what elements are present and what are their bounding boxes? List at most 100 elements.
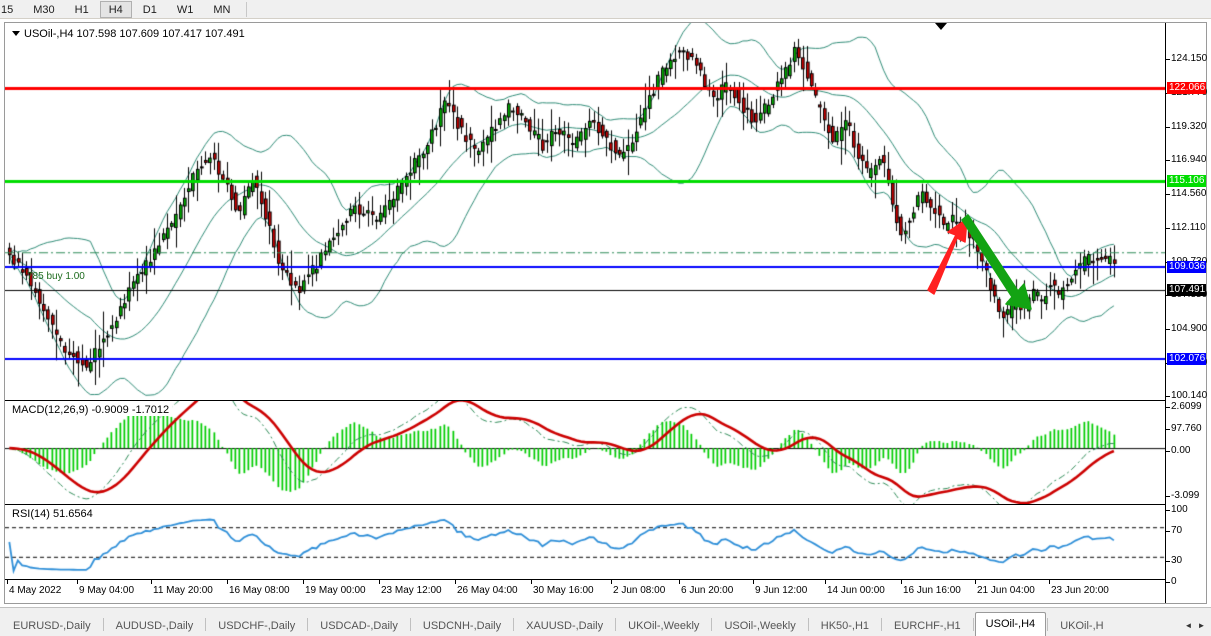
tab-scroll-controls: ◄ ► (1182, 618, 1211, 636)
chart-shift-marker-icon[interactable] (935, 23, 947, 30)
support-price-tag[interactable]: 115.106 (1167, 175, 1206, 187)
scale-tick (1166, 496, 1170, 497)
price-scale-label: 124.150 (1171, 53, 1208, 64)
level-upper-price-tag[interactable]: 109.036 (1167, 261, 1206, 273)
time-axis-tick (227, 580, 228, 584)
timeframe-button-w1[interactable]: W1 (176, 3, 194, 16)
current-price-tag[interactable]: 107.491 (1167, 284, 1206, 296)
level-lower-price-tag[interactable]: 102.076 (1167, 353, 1206, 365)
scale-tick (1166, 160, 1170, 161)
scale-tick (1166, 407, 1170, 408)
price-scale-label: 104.900 (1171, 323, 1208, 334)
time-axis-label: 21 Jun 04:00 (977, 585, 1035, 596)
scale-tick (1166, 194, 1170, 195)
tab-divider (1047, 617, 1049, 631)
chart-tab-list: EURUSD-,Daily AUDUSD-,Daily USDCHF-,Daily U… (0, 612, 1182, 636)
chart-tab-eurchf-h1[interactable]: EURCHF-,H1 (894, 620, 961, 632)
rsi-pane[interactable]: RSI(14) 51.6564 (5, 505, 1206, 580)
time-axis-label: 19 May 00:00 (305, 585, 366, 596)
chart-tab-bar: EURUSD-,Daily AUDUSD-,Daily USDCHF-,Daily U… (0, 607, 1211, 636)
chevron-down-icon[interactable] (12, 31, 20, 36)
chart-tab-hk50-h1[interactable]: HK50-,H1 (820, 620, 870, 632)
timeframe-button-15[interactable]: 15 (1, 3, 14, 16)
price-scale-label: 114.560 (1171, 188, 1207, 199)
timeframe-button-mn[interactable]: MN (213, 3, 231, 16)
chart-frame[interactable]: 785 buy 1.00 USOil-,H4 107.598 107.609 1… (4, 22, 1207, 604)
tab-divider (513, 617, 515, 631)
symbol-ohlc-text: USOil-,H4 107.598 107.609 107.417 107.49… (24, 28, 245, 40)
rsi-scale-label: 70 (1171, 525, 1183, 536)
resistance-price-tag[interactable]: 122.066 (1167, 82, 1206, 94)
time-axis-label: 4 May 2022 (9, 585, 62, 596)
macd-indicator-label: MACD(12,26,9) -0.9009 -1.7012 (12, 404, 173, 416)
time-axis-tick (531, 580, 532, 584)
timeframe-button-h1[interactable]: H1 (74, 3, 89, 16)
chart-tab-ukoil-h[interactable]: UKOil-,H (1060, 620, 1104, 632)
symbol-ohlc-label: USOil-,H4 107.598 107.609 107.417 107.49… (12, 28, 245, 40)
tab-divider (711, 617, 713, 631)
macd-scale-label: 2.6099 (1171, 401, 1202, 412)
rsi-scale-label: 0 (1171, 576, 1177, 587)
rsi-indicator-label: RSI(14) 51.6564 (12, 508, 96, 520)
timeframe-button-h4[interactable]: H4 (99, 0, 132, 18)
tab-scroll-right-icon[interactable]: ► (1197, 621, 1206, 630)
chart-tab-audusd-daily[interactable]: AUDUSD-,Daily (115, 620, 194, 632)
rsi-scale-label: 30 (1171, 555, 1183, 566)
time-axis-tick (303, 580, 304, 584)
time-axis: 4 May 2022 9 May 04:00 11 May 20:00 16 May … (5, 580, 1206, 603)
time-axis-label: 2 Jun 08:00 (613, 585, 666, 596)
time-axis-label: 23 May 12:00 (381, 585, 442, 596)
scale-tick (1166, 396, 1170, 397)
scale-tick (1166, 329, 1170, 330)
rsi-scale-label: 100 (1171, 504, 1188, 515)
price-scale[interactable]: 124.150121.770119.320116.940114.560112.1… (1165, 23, 1208, 603)
time-axis-tick (679, 580, 680, 584)
time-axis-label: 9 May 04:00 (79, 585, 135, 596)
tab-divider (881, 617, 883, 631)
tab-divider (807, 617, 809, 631)
tab-divider (409, 617, 411, 631)
price-scale-label: 116.940 (1171, 154, 1207, 165)
timeframe-button-d1[interactable]: D1 (142, 3, 157, 16)
chart-tab-eurusd-daily[interactable]: EURUSD-,Daily (13, 620, 91, 632)
scale-tick (1166, 531, 1170, 532)
chart-tab-usdcnh-daily[interactable]: USDCNH-,Daily (422, 620, 502, 632)
macd-plot-area (5, 401, 1165, 504)
macd-pane[interactable]: MACD(12,26,9) -0.9009 -1.7012 (5, 401, 1206, 505)
price-scale-label: 112.110 (1171, 222, 1206, 233)
price-pane[interactable]: 785 buy 1.00 USOil-,H4 107.598 107.609 1… (5, 23, 1206, 401)
scale-tick (1166, 451, 1170, 452)
scale-tick (1166, 561, 1170, 562)
time-axis-label: 6 Jun 20:00 (681, 585, 734, 596)
trade-position-label: 785 buy 1.00 (27, 271, 85, 282)
time-axis-tick (379, 580, 380, 584)
chart-tab-xauusd-daily[interactable]: XAUUSD-,Daily (526, 620, 604, 632)
chart-tab-usoil-weekly[interactable]: USOil-,Weekly (724, 620, 796, 632)
time-axis-label: 26 May 04:00 (457, 585, 518, 596)
chart-tab-usdcad-daily[interactable]: USDCAD-,Daily (320, 620, 398, 632)
tab-divider (205, 617, 207, 631)
chart-tab-usoil-h4[interactable]: USOil-,H4 (974, 612, 1047, 636)
chart-tab-ukoil-weekly[interactable]: UKOil-,Weekly (628, 620, 700, 632)
time-axis-label: 14 Jun 00:00 (827, 585, 885, 596)
tab-scroll-left-icon[interactable]: ◄ (1184, 621, 1193, 630)
rsi-canvas (5, 505, 1165, 579)
price-scale-label: 100.140 (1171, 390, 1208, 401)
timeframe-button-m30[interactable]: M30 (33, 3, 55, 16)
time-axis-label: 16 May 08:00 (229, 585, 290, 596)
time-axis-tick (901, 580, 902, 584)
tab-divider (307, 617, 309, 631)
time-axis-tick (151, 580, 152, 584)
time-axis-label: 16 Jun 16:00 (903, 585, 961, 596)
time-axis-tick (7, 580, 8, 584)
macd-scale-label: 0.00 (1171, 445, 1191, 456)
scale-tick (1166, 510, 1170, 511)
chart-tab-usdchf-daily[interactable]: USDCHF-,Daily (218, 620, 296, 632)
scale-tick (1166, 429, 1170, 430)
scale-tick (1166, 582, 1170, 583)
time-axis-tick (611, 580, 612, 584)
price-plot-area[interactable]: 785 buy 1.00 (5, 23, 1165, 400)
scale-tick (1166, 127, 1170, 128)
rsi-plot-area (5, 505, 1165, 579)
time-axis-tick (455, 580, 456, 584)
